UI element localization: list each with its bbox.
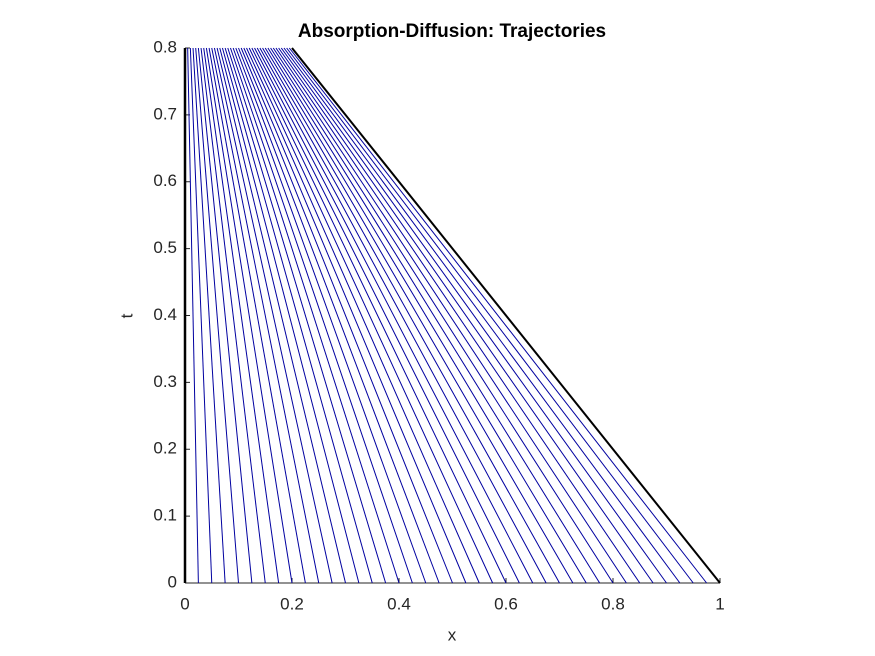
trajectory-line bbox=[267, 47, 601, 584]
trajectory-line bbox=[264, 47, 587, 584]
trajectory-line bbox=[251, 47, 520, 584]
trajectory-line bbox=[192, 47, 226, 584]
x-tick-label: 0.8 bbox=[601, 594, 625, 613]
trajectory-line bbox=[211, 47, 320, 584]
trajectory-line bbox=[208, 47, 306, 584]
y-tick-label: 0.3 bbox=[153, 372, 177, 391]
trajectory-line bbox=[189, 47, 213, 584]
trajectory-line bbox=[256, 47, 547, 584]
trajectory-line bbox=[230, 47, 413, 584]
x-tick-label: 0.2 bbox=[280, 594, 304, 613]
trajectory-line bbox=[246, 47, 494, 584]
trajectory-line bbox=[240, 47, 467, 584]
trajectory-line bbox=[235, 47, 440, 584]
y-tick-label: 0.6 bbox=[153, 171, 177, 190]
y-tick-label: 0.5 bbox=[153, 238, 177, 257]
trajectory-line bbox=[224, 47, 387, 584]
y-tick-label: 0.2 bbox=[153, 439, 177, 458]
trajectory-line bbox=[278, 47, 654, 584]
trajectory-line bbox=[203, 47, 280, 584]
trajectory-line bbox=[195, 47, 239, 584]
trajectory-line bbox=[286, 47, 694, 584]
trajectory-line bbox=[283, 47, 681, 584]
trajectory-line bbox=[248, 47, 507, 584]
trajectory-line bbox=[275, 47, 641, 584]
trajectory-line bbox=[243, 47, 480, 584]
trajectory-line bbox=[254, 47, 534, 584]
y-tick-label: 0.1 bbox=[153, 506, 177, 525]
y-tick-label: 0.7 bbox=[153, 104, 177, 123]
trajectory-line bbox=[262, 47, 574, 584]
trajectory-line bbox=[187, 47, 199, 584]
trajectory-line bbox=[291, 47, 721, 584]
trajectory-line bbox=[272, 47, 627, 584]
trajectory-line bbox=[219, 47, 360, 584]
trajectory-line bbox=[270, 47, 614, 584]
x-axis-label: x bbox=[448, 625, 457, 644]
trajectory-line bbox=[259, 47, 560, 584]
trajectory-line bbox=[205, 47, 293, 584]
trajectory-line bbox=[227, 47, 400, 584]
y-axis-label: t bbox=[117, 313, 136, 318]
trajectory-line bbox=[197, 47, 253, 584]
x-tick-label: 0 bbox=[180, 594, 189, 613]
y-tick-label: 0.4 bbox=[153, 305, 177, 324]
trajectory-line bbox=[200, 47, 266, 584]
x-tick-label: 1 bbox=[715, 594, 724, 613]
trajectory-line bbox=[232, 47, 427, 584]
y-tick-label: 0 bbox=[168, 572, 177, 591]
trajectory-line bbox=[213, 47, 333, 584]
trajectory-line bbox=[238, 47, 453, 584]
trajectory-line bbox=[216, 47, 346, 584]
trajectory-line bbox=[280, 47, 667, 584]
trajectory-line bbox=[221, 47, 373, 584]
chart-title: Absorption-Diffusion: Trajectories bbox=[298, 21, 606, 42]
x-tick-label: 0.6 bbox=[494, 594, 518, 613]
x-tick-label: 0.4 bbox=[387, 594, 411, 613]
trajectory-line bbox=[288, 47, 708, 584]
y-tick-label: 0.8 bbox=[153, 37, 177, 56]
